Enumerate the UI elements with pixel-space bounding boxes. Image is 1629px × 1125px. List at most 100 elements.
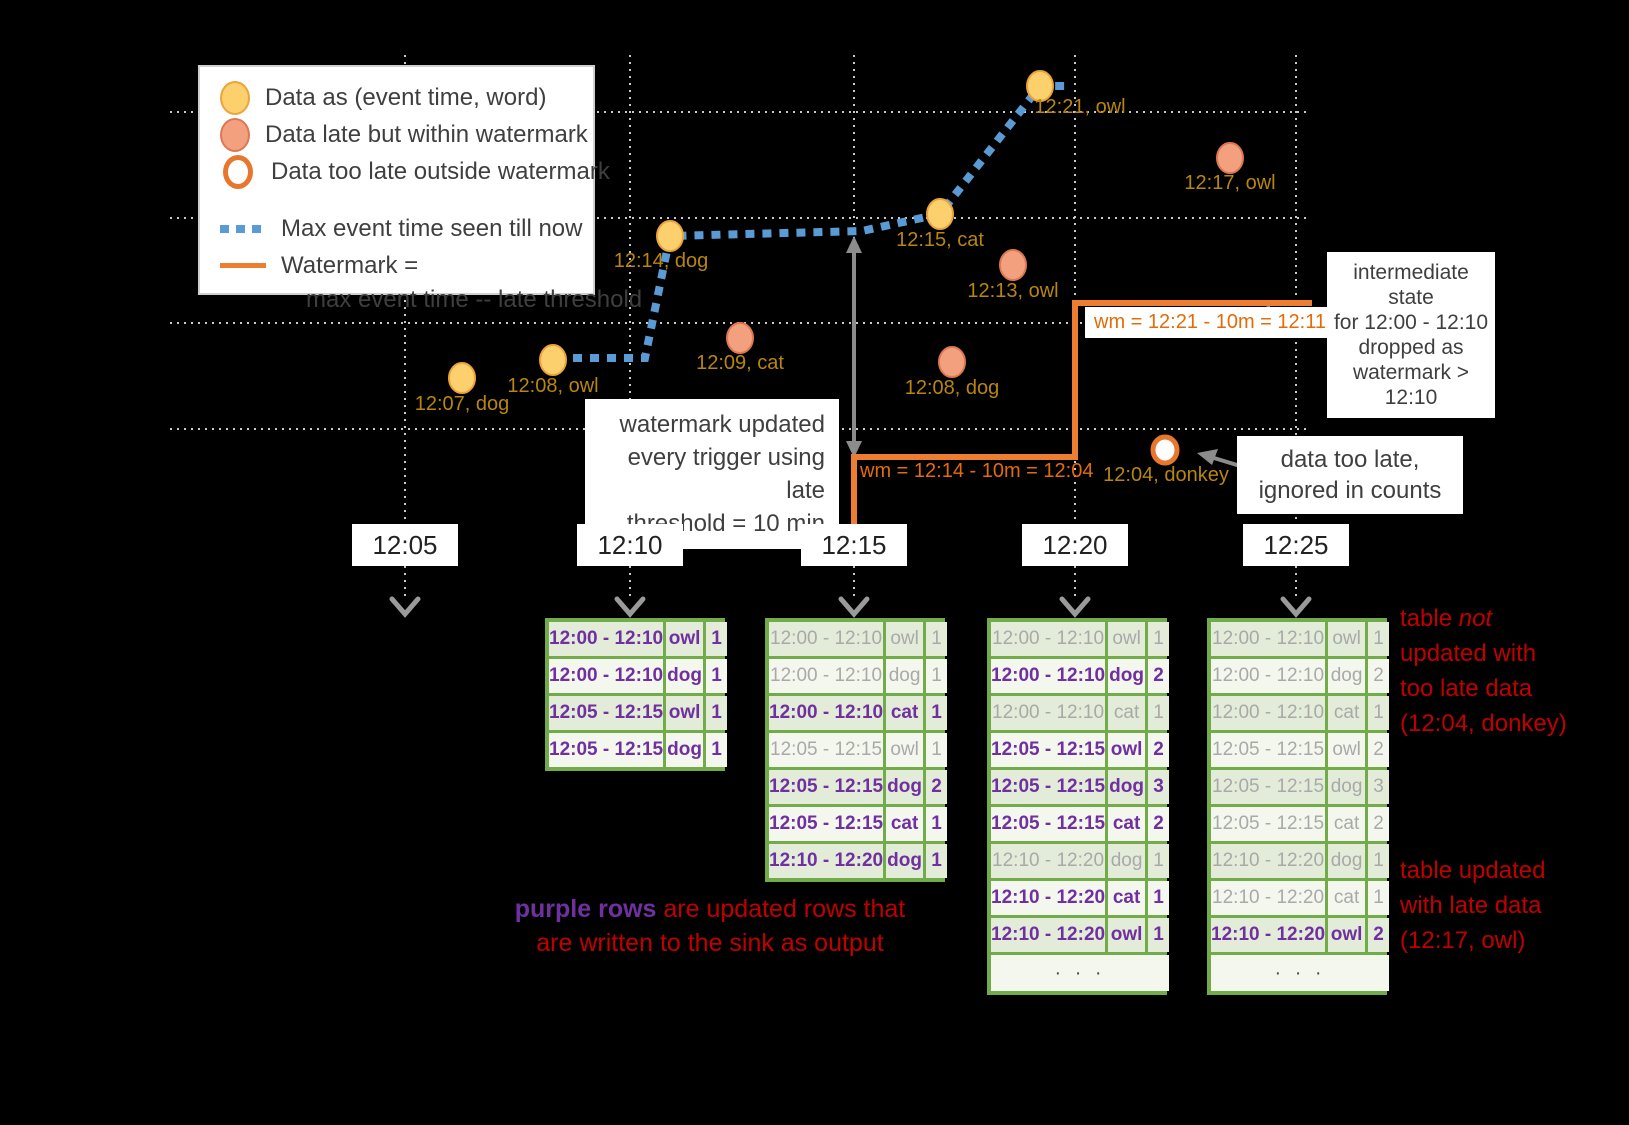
data-points xyxy=(448,70,1244,466)
note-line: too late data xyxy=(1400,675,1533,702)
table-cell-window: 12:10 - 12:20 xyxy=(991,918,1106,952)
table-cell-count: 1 xyxy=(706,622,728,656)
table-cell-word: dog xyxy=(886,770,924,804)
table-cell-word: owl xyxy=(1108,918,1146,952)
table-cell-count: 1 xyxy=(1148,622,1170,656)
point-on-time xyxy=(448,362,476,394)
on-time-dot-icon xyxy=(220,80,250,115)
table-cell-count: 1 xyxy=(926,733,948,767)
legend-item-on-time: Data as (event time, word) xyxy=(220,79,593,116)
callout-line: intermediate state xyxy=(1353,261,1469,309)
table-cell-count: 1 xyxy=(1368,622,1390,656)
tick-12-15: 12:15 xyxy=(801,524,907,566)
legend-spacer xyxy=(220,190,593,210)
callout-line: watermark > 12:10 xyxy=(1352,361,1470,409)
legend-label: Watermark = xyxy=(281,251,419,279)
table-cell-window: 12:00 - 12:10 xyxy=(991,659,1106,693)
table-cell-word: dog xyxy=(1328,659,1366,693)
note-line: purple rows are updated rows that xyxy=(460,892,960,926)
tick-12-05: 12:05 xyxy=(352,524,458,566)
table-cell-word: cat xyxy=(886,807,924,841)
table-cell-count: 1 xyxy=(706,733,728,767)
table-cell-count: 1 xyxy=(1148,696,1170,730)
table-cell-count: 1 xyxy=(926,622,948,656)
table-cell-word: owl xyxy=(666,696,704,730)
event-label: 12:15, cat xyxy=(896,229,984,251)
table-cell-window: 12:00 - 12:10 xyxy=(1211,696,1326,730)
legend-item-max-event: Max event time seen till now xyxy=(220,210,593,247)
table-cell-word: dog xyxy=(886,659,924,693)
table-cell-window: 12:00 - 12:10 xyxy=(549,622,664,656)
table-cell-word: dog xyxy=(666,659,704,693)
table-cell-count: 2 xyxy=(1368,807,1390,841)
table-cell-window: 12:05 - 12:15 xyxy=(991,807,1106,841)
table-cell-window: 12:05 - 12:15 xyxy=(1211,807,1326,841)
tick-12-10: 12:10 xyxy=(577,524,683,566)
legend-label: Data as (event time, word) xyxy=(265,83,547,111)
table-cell-count: 3 xyxy=(1368,770,1390,804)
table-cell-count: 1 xyxy=(1148,844,1170,878)
table-cell-word: dog xyxy=(666,733,704,767)
table-cell-count: 1 xyxy=(926,696,948,730)
table-cell-word: owl xyxy=(1328,733,1366,767)
point-late xyxy=(1216,142,1244,174)
table-cell-count: 2 xyxy=(1148,807,1170,841)
watermark-line xyxy=(851,300,1312,547)
table-cell-count: 1 xyxy=(926,844,948,878)
result-table-12-10: 12:00 - 12:10 owl 1 12:00 - 12:10 dog 1 12:05 … xyxy=(545,618,728,771)
note-purple-rows: purple rows are updated rows that are wr… xyxy=(460,892,960,960)
point-late xyxy=(999,249,1027,281)
point-too-late xyxy=(1150,434,1180,466)
table-cell-count: 2 xyxy=(1148,733,1170,767)
table-cell-count: 2 xyxy=(1368,659,1390,693)
table-cell-window: 12:10 - 12:20 xyxy=(1211,844,1326,878)
table-cell-word: owl xyxy=(666,622,704,656)
table-cell-window: 12:05 - 12:15 xyxy=(549,696,664,730)
table-cell-window: 12:05 - 12:15 xyxy=(1211,770,1326,804)
point-on-time xyxy=(656,220,684,252)
table-cell-word: dog xyxy=(1108,659,1146,693)
table-cell-window: 12:05 - 12:15 xyxy=(769,807,884,841)
table-cell-word: cat xyxy=(886,696,924,730)
callout-line: ignored in counts xyxy=(1258,477,1442,504)
event-label: 12:08, dog xyxy=(904,377,1000,399)
table-cell-word: cat xyxy=(1328,807,1366,841)
callout-line: watermark updated xyxy=(619,411,825,438)
table-cell-count: 1 xyxy=(926,807,948,841)
table-cell-word: cat xyxy=(1328,696,1366,730)
table-cell-word: cat xyxy=(1108,881,1146,915)
callout-line: every trigger using late xyxy=(627,444,825,504)
table-cell-window: 12:00 - 12:10 xyxy=(769,696,884,730)
note-not-updated: table not updated with too late data (12… xyxy=(1400,601,1567,741)
table-ellipsis-row: · · · xyxy=(1211,955,1390,991)
max-event-time-line xyxy=(556,82,1067,362)
table-cell-count: 1 xyxy=(1368,844,1390,878)
callout-line: for 12:00 - 12:10 xyxy=(1333,311,1489,334)
table-cell-word: dog xyxy=(1328,770,1366,804)
watermark-line-icon xyxy=(220,263,266,268)
table-cell-count: 2 xyxy=(1368,733,1390,767)
table-cell-window: 12:00 - 12:10 xyxy=(769,659,884,693)
table-cell-window: 12:00 - 12:10 xyxy=(549,659,664,693)
table-cell-window: 12:10 - 12:20 xyxy=(1211,881,1326,915)
callout-line: dropped as xyxy=(1358,336,1464,359)
table-ellipsis-row: · · · xyxy=(991,955,1170,991)
table-cell-window: 12:10 - 12:20 xyxy=(991,881,1106,915)
note-text: are updated rows that xyxy=(656,895,906,923)
table-cell-window: 12:00 - 12:10 xyxy=(769,622,884,656)
table-cell-window: 12:05 - 12:15 xyxy=(769,770,884,804)
table-cell-window: 12:10 - 12:20 xyxy=(991,844,1106,878)
note-updated: table updated with late data (12:17, owl… xyxy=(1400,853,1545,958)
event-label: 12:04, donkey xyxy=(1103,464,1229,486)
point-on-time xyxy=(926,198,954,230)
table-cell-window: 12:00 - 12:10 xyxy=(1211,622,1326,656)
table-cell-window: 12:05 - 12:15 xyxy=(991,733,1106,767)
point-on-time xyxy=(1026,70,1054,102)
legend-label: Data late but within watermark xyxy=(265,120,588,148)
table-cell-word: cat xyxy=(1108,807,1146,841)
event-label: 12:07, dog xyxy=(414,393,510,415)
callout-watermark-updated: watermark updated every trigger using la… xyxy=(585,399,839,549)
table-cell-word: dog xyxy=(1328,844,1366,878)
table-cell-word: dog xyxy=(886,844,924,878)
late-dot-icon xyxy=(220,117,250,152)
